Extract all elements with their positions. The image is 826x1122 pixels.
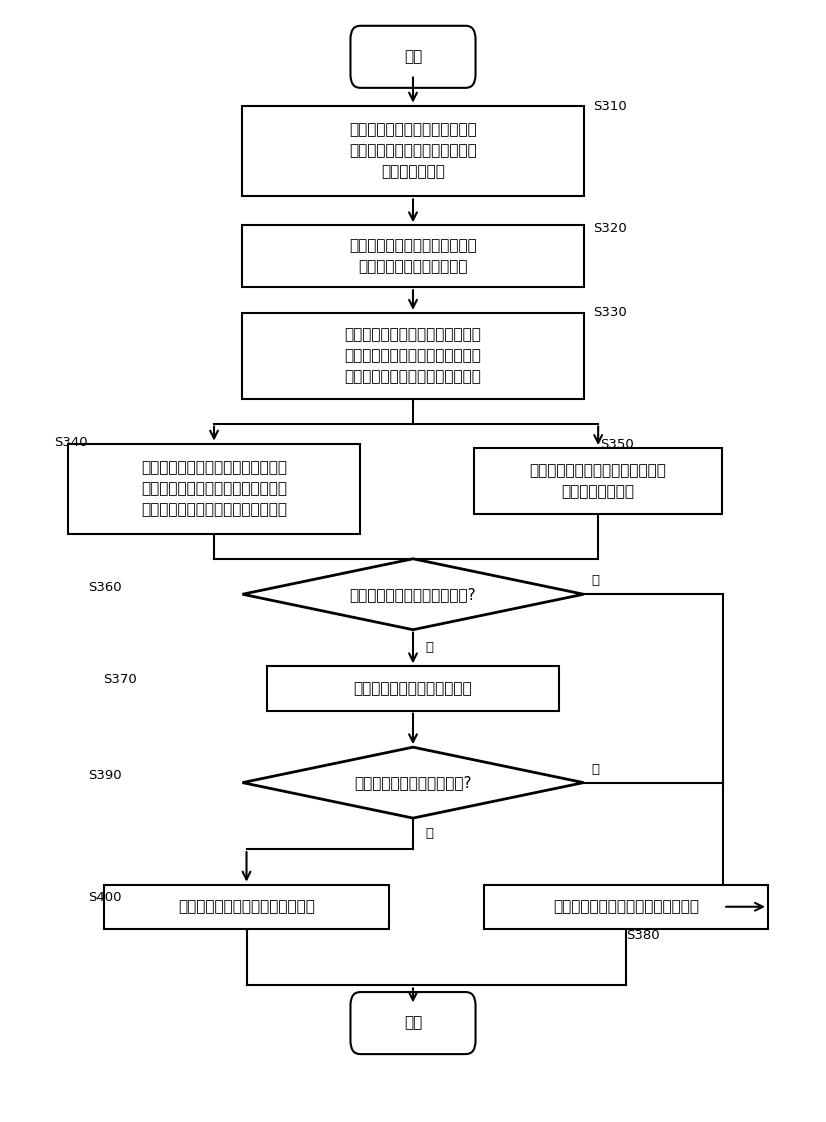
- Polygon shape: [243, 747, 583, 818]
- Bar: [104, 884, 389, 929]
- Text: 否: 否: [591, 574, 600, 588]
- Bar: [68, 443, 360, 534]
- Bar: [243, 226, 583, 287]
- Bar: [474, 448, 723, 515]
- Bar: [267, 666, 559, 710]
- Text: 退出: 退出: [404, 1015, 422, 1031]
- FancyBboxPatch shape: [350, 26, 476, 88]
- Bar: [243, 313, 583, 399]
- Polygon shape: [243, 559, 583, 629]
- Bar: [484, 884, 768, 929]
- Text: S310: S310: [593, 100, 627, 113]
- Text: 判断当前各地面检测地点的平面距离
信息与之前各地面检测地点的平面距
离信息的相关性和相似性而检测缘石: 判断当前各地面检测地点的平面距离 信息与之前各地面检测地点的平面距 离信息的相关…: [141, 460, 287, 517]
- Text: S400: S400: [88, 891, 121, 904]
- Text: 基于各检测地点的距离信息生成
各检测地点的平面距离信息: 基于各检测地点的距离信息生成 各检测地点的平面距离信息: [349, 238, 477, 274]
- Text: 将检测到的区域判断成可行驶空间: 将检测到的区域判断成可行驶空间: [178, 899, 315, 914]
- Text: 储存各检测地点的平面距离信息（
各地面检测地点的平面距离信息、
各空间检测地点的平面距离信息）: 储存各检测地点的平面距离信息（ 各地面检测地点的平面距离信息、 各空间检测地点的…: [344, 328, 482, 385]
- Text: S380: S380: [626, 929, 659, 942]
- Text: S370: S370: [102, 673, 136, 686]
- FancyBboxPatch shape: [350, 992, 476, 1054]
- Text: 开始: 开始: [404, 49, 422, 64]
- Text: 否: 否: [425, 827, 433, 840]
- Text: 利用激光距离传感器检测车辆前
方一定距离的区域而生成各检测
地点的距离信息: 利用激光距离传感器检测车辆前 方一定距离的区域而生成各检测 地点的距离信息: [349, 122, 477, 180]
- Text: 是: 是: [591, 763, 600, 775]
- Bar: [243, 105, 583, 196]
- Text: 是: 是: [425, 642, 433, 654]
- Text: 将检测到的区域判断成不可行驶空间: 将检测到的区域判断成不可行驶空间: [553, 899, 699, 914]
- Text: S340: S340: [54, 436, 88, 449]
- Text: 将所选区域判断成可行驶空间: 将所选区域判断成可行驶空间: [354, 681, 472, 696]
- Text: S390: S390: [88, 770, 121, 782]
- Text: 检测的缘石路径在行驶区域内?: 检测的缘石路径在行驶区域内?: [349, 587, 477, 601]
- Text: S350: S350: [600, 439, 634, 451]
- Text: S330: S330: [593, 306, 627, 320]
- Text: S320: S320: [593, 222, 627, 236]
- Text: 检测的障碍物在行驶区域内?: 检测的障碍物在行驶区域内?: [354, 775, 472, 790]
- Text: S360: S360: [88, 581, 121, 594]
- Text: 基于当前各空间检测地点的平面距
离信息检测障碍物: 基于当前各空间检测地点的平面距 离信息检测障碍物: [529, 463, 667, 499]
